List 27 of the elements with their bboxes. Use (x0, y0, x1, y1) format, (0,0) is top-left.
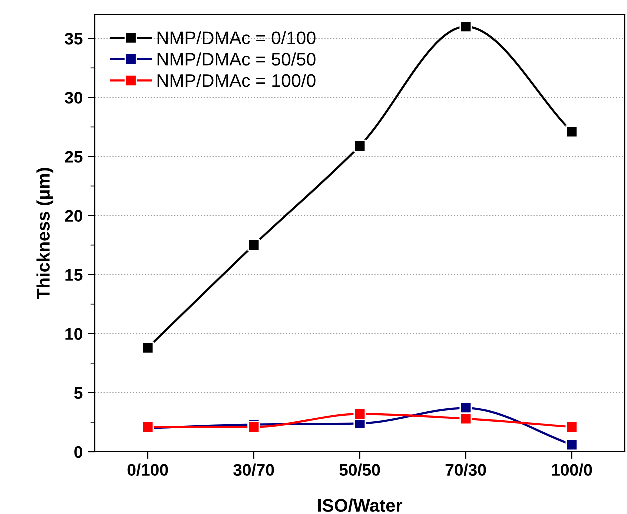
x-tick-label: 30/70 (234, 464, 274, 476)
legend-label: NMP/DMAc = 100/0 (158, 74, 316, 88)
y-tick-label: 20 (65, 210, 83, 222)
x-tick-label: 0/100 (128, 464, 168, 476)
legend-label: NMP/DMAc = 0/100 (158, 31, 316, 45)
y-tick-label: 35 (65, 33, 83, 45)
x-tick-label: 70/30 (446, 464, 486, 476)
point (354, 408, 366, 420)
legend-label: NMP/DMAc = 50/50 (158, 52, 316, 66)
y-tick-label: 15 (66, 269, 83, 282)
point (460, 20, 472, 34)
point (354, 140, 366, 152)
x-tick-label: 100/0 (552, 464, 592, 476)
point (566, 126, 578, 138)
x-tick-label: 50/50 (340, 464, 380, 476)
x-axis-title: ISO/Water (318, 498, 403, 512)
y-tick-label: 25 (65, 151, 83, 163)
y-tick-label: 10 (66, 328, 83, 340)
y-tick-label: 30 (65, 92, 83, 104)
point (566, 420, 578, 434)
point (248, 239, 260, 252)
point (566, 438, 578, 452)
point (460, 412, 472, 426)
y-tick-label: 5 (74, 388, 83, 400)
y-tick-label: 0 (74, 446, 83, 458)
y-axis-title: Thickness (μm) (36, 168, 54, 300)
point (142, 342, 154, 354)
